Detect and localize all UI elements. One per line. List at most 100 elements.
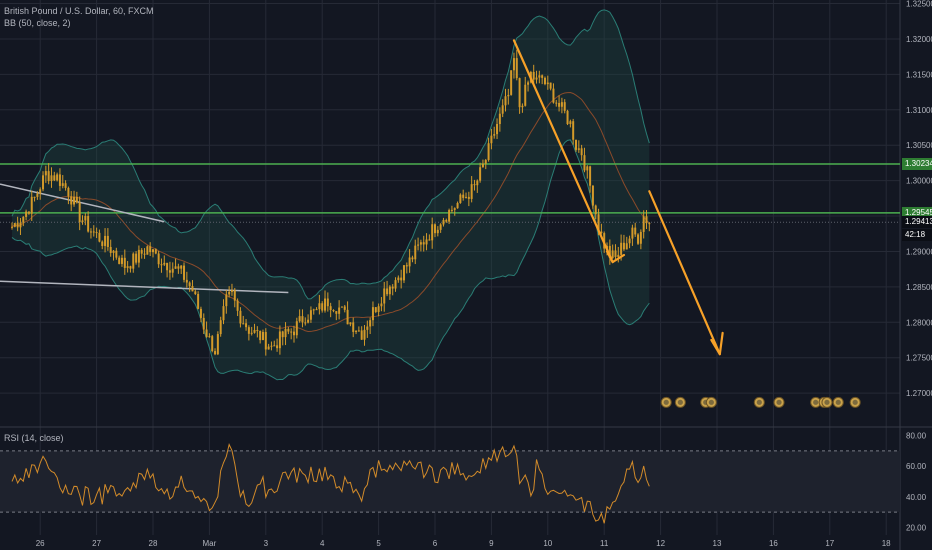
candle-body bbox=[197, 293, 200, 309]
candle-body bbox=[326, 298, 329, 307]
candle-body bbox=[126, 266, 129, 268]
candle-body bbox=[84, 216, 87, 221]
price-tick-label: 1.31500 bbox=[906, 70, 932, 79]
time-tick-label: 12 bbox=[656, 539, 665, 548]
candle-body bbox=[276, 345, 279, 349]
candle-body bbox=[552, 88, 555, 103]
event-marker-dot bbox=[663, 399, 669, 405]
candle-body bbox=[149, 246, 152, 253]
candle-body bbox=[174, 266, 177, 269]
candle-body bbox=[177, 266, 180, 269]
candle-body bbox=[202, 317, 205, 330]
price-tick-label: 1.29000 bbox=[906, 247, 932, 256]
candle-body bbox=[73, 196, 76, 205]
candle-body bbox=[434, 224, 436, 234]
candle-body bbox=[340, 306, 343, 308]
rsi-tick-label: 60.00 bbox=[906, 462, 927, 471]
candle-body bbox=[19, 222, 22, 228]
candle-body bbox=[622, 242, 625, 250]
candle-body bbox=[572, 121, 575, 140]
candle-body bbox=[58, 174, 61, 186]
candle-body bbox=[388, 286, 391, 295]
candle-body bbox=[98, 232, 101, 242]
candle-body bbox=[490, 135, 493, 144]
candle-body bbox=[171, 268, 174, 273]
candle-body bbox=[267, 346, 270, 350]
event-markers[interactable] bbox=[660, 396, 861, 408]
candle-body bbox=[180, 265, 183, 269]
candle-body bbox=[250, 332, 253, 334]
candle-body bbox=[357, 330, 360, 332]
candle-body bbox=[465, 196, 468, 198]
candle-body bbox=[591, 185, 594, 206]
candle-body bbox=[123, 257, 126, 268]
candle-body bbox=[614, 250, 617, 257]
candle-body bbox=[61, 183, 64, 186]
candle-body bbox=[569, 121, 572, 125]
candle-body bbox=[343, 306, 346, 310]
lower-trendline bbox=[0, 280, 289, 294]
candle-body bbox=[92, 231, 95, 233]
candle-body bbox=[484, 160, 487, 164]
candle-body bbox=[112, 250, 115, 253]
time-tick-label: 9 bbox=[489, 539, 494, 548]
candle-body bbox=[309, 310, 312, 320]
candle-body bbox=[261, 332, 264, 341]
candle-body bbox=[470, 184, 473, 199]
candle-body bbox=[157, 253, 160, 265]
candle-body bbox=[89, 231, 92, 233]
rsi-tick-label: 40.00 bbox=[906, 493, 927, 502]
candle-body bbox=[617, 254, 620, 257]
time-tick-label: 18 bbox=[882, 539, 891, 548]
candle-body bbox=[527, 82, 530, 85]
candle-body bbox=[555, 102, 558, 104]
candle-body bbox=[214, 351, 217, 355]
candle-body bbox=[637, 234, 640, 244]
event-marker-dot bbox=[852, 399, 858, 405]
candle-body bbox=[137, 249, 140, 263]
candle-body bbox=[163, 262, 166, 265]
candle-body bbox=[106, 235, 109, 247]
time-tick-label: 3 bbox=[264, 539, 269, 548]
time-tick-label: 5 bbox=[376, 539, 381, 548]
price-tag: 1.29413 bbox=[902, 216, 932, 229]
candle-body bbox=[104, 235, 107, 246]
time-axis[interactable]: 26 27 28 Mar 3 4 5 6 9 10 11 12 13 16 17 18 bbox=[36, 539, 891, 548]
candle-body bbox=[47, 171, 50, 182]
candle-body bbox=[448, 210, 451, 222]
candle-body bbox=[115, 250, 118, 258]
candle-body bbox=[363, 329, 366, 340]
price-tick-label: 1.28500 bbox=[906, 283, 932, 292]
rsi-indicator-label: RSI (14, close) bbox=[4, 433, 64, 443]
candle-body bbox=[645, 216, 648, 224]
candle-body bbox=[459, 194, 462, 204]
candle-body bbox=[386, 288, 389, 295]
candle-body bbox=[25, 211, 28, 217]
bb-upper-line bbox=[11, 9, 650, 300]
candle-body bbox=[414, 245, 417, 260]
candle-body bbox=[75, 196, 78, 203]
candle-body bbox=[329, 306, 332, 311]
candle-body bbox=[53, 175, 56, 181]
candle-body bbox=[558, 102, 561, 107]
price-tag: 1.30234 bbox=[902, 158, 932, 171]
time-tick-label: 11 bbox=[600, 539, 609, 548]
candle-body bbox=[312, 309, 315, 311]
candle-body bbox=[391, 286, 394, 289]
forecast-arrows[interactable] bbox=[512, 39, 724, 356]
trendlines[interactable] bbox=[0, 183, 289, 294]
candle-body bbox=[81, 220, 84, 222]
candle-body bbox=[575, 139, 577, 150]
candle-body bbox=[154, 249, 157, 254]
candle-body bbox=[442, 219, 445, 225]
candle-body bbox=[256, 330, 259, 332]
event-marker-dot bbox=[677, 399, 683, 405]
candle-body bbox=[498, 113, 501, 124]
candle-body bbox=[532, 72, 535, 80]
candle-body bbox=[620, 242, 623, 255]
candle-body bbox=[383, 288, 386, 304]
candle-body bbox=[16, 223, 19, 228]
bb-indicator-label: BB (50, close, 2) bbox=[4, 18, 71, 28]
candle-body bbox=[338, 307, 341, 314]
